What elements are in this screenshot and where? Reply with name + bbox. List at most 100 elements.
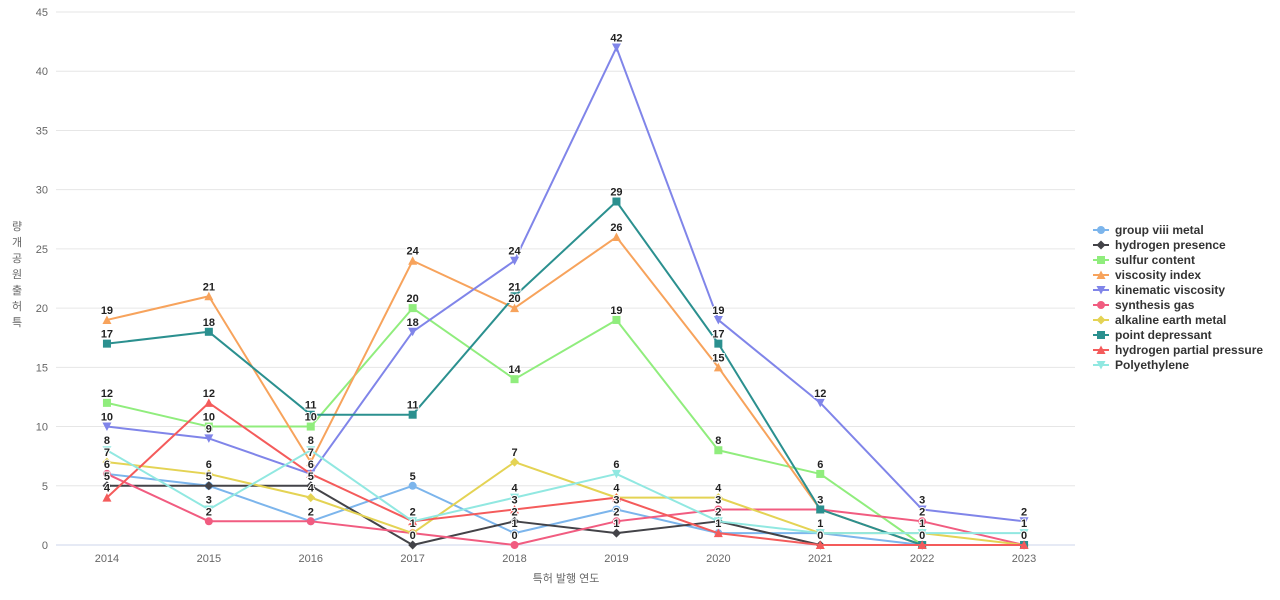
data-point-label: 11: [305, 400, 317, 412]
data-point-marker: [204, 469, 214, 479]
data-point-marker: [408, 327, 418, 337]
data-point-marker: [204, 481, 214, 491]
data-point-label: 6: [613, 459, 619, 471]
legend-item-synthesis-gas[interactable]: synthesis gas: [1093, 298, 1195, 312]
data-point-label: 24: [407, 246, 420, 258]
data-point-label: 2: [1021, 506, 1027, 518]
series-line: [106, 401, 1025, 546]
legend-item-hydrogen-partial-pressure[interactable]: hydrogen partial pressure: [1093, 343, 1263, 357]
data-point-label: 1: [410, 518, 416, 530]
data-point-marker: [306, 481, 316, 491]
x-tick-label: 2015: [197, 553, 221, 565]
y-axis-title-char: 공: [12, 253, 22, 265]
y-tick-label: 15: [36, 362, 48, 374]
data-point-label: 24: [508, 246, 521, 258]
legend-label: point depressant: [1115, 328, 1212, 342]
data-point-marker: [714, 446, 723, 455]
data-point-marker: [611, 469, 621, 479]
data-point-label: 10: [305, 412, 317, 424]
legend-marker-square-icon: [1097, 256, 1105, 264]
data-point-label: 7: [308, 447, 314, 459]
x-tick-label: 2018: [502, 553, 526, 565]
data-point-label: 19: [610, 305, 622, 317]
data-point-label: 12: [101, 388, 113, 400]
data-point-label: 8: [308, 435, 314, 447]
data-point-marker: [510, 256, 520, 266]
data-point-marker: [917, 540, 927, 549]
y-tick-label: 10: [36, 422, 48, 434]
series-line: [106, 484, 1025, 546]
x-tick-label: 2019: [604, 553, 628, 565]
data-point-marker: [917, 529, 927, 538]
data-point-label: 18: [203, 317, 215, 329]
series-kinematic-viscosity: [102, 43, 1029, 526]
data-point-marker: [1019, 517, 1029, 526]
series-line: [106, 473, 1025, 546]
legend-item-point-depressant[interactable]: point depressant: [1093, 328, 1212, 342]
data-point-label: 3: [817, 494, 823, 506]
series-line: [106, 472, 1025, 546]
data-point-label: 17: [101, 329, 113, 341]
data-point-marker: [102, 457, 112, 467]
data-point-label: 1: [511, 518, 517, 530]
data-point-marker: [102, 446, 112, 455]
data-point-label: 4: [613, 483, 620, 495]
data-point-marker: [816, 469, 825, 478]
data-point-marker: [408, 540, 418, 550]
legend-item-hydrogen-presence[interactable]: hydrogen presence: [1093, 238, 1226, 252]
data-point-label: 7: [511, 447, 517, 459]
data-point-marker: [611, 493, 621, 502]
legend-item-viscosity-index[interactable]: viscosity index: [1093, 268, 1201, 282]
data-point-label: 3: [715, 494, 721, 506]
data-point-marker: [612, 505, 621, 514]
data-point-marker: [510, 529, 519, 538]
data-point-marker: [408, 517, 418, 526]
legend-item-sulfur-content[interactable]: sulfur content: [1093, 253, 1195, 267]
data-point-label: 8: [715, 435, 721, 447]
x-axis-title: 특허 발행 연도: [533, 572, 600, 585]
data-point-label: 6: [817, 459, 823, 471]
y-tick-label: 0: [42, 540, 48, 552]
data-point-marker: [611, 43, 621, 53]
legend-label: hydrogen partial pressure: [1115, 343, 1263, 357]
legend-item-kinematic-viscosity[interactable]: kinematic viscosity: [1093, 283, 1225, 297]
data-point-label: 2: [308, 506, 314, 518]
data-point-label: 18: [407, 317, 419, 329]
data-point-label: 4: [511, 483, 518, 495]
data-point-label: 2: [919, 506, 925, 518]
data-point-marker: [713, 493, 723, 503]
data-point-label: 4: [104, 483, 111, 495]
data-point-marker: [713, 315, 723, 325]
data-point-label: 7: [104, 447, 110, 459]
legend-marker-triangle-icon: [1096, 270, 1106, 279]
data-point-label: 19: [101, 305, 113, 317]
data-point-marker: [611, 232, 621, 242]
legend-item-alkaline-earth-metal[interactable]: alkaline earth metal: [1093, 313, 1226, 327]
legend-item-group-viii-metal[interactable]: group viii metal: [1093, 223, 1204, 237]
data-point-label: 5: [206, 471, 212, 483]
legend-marker-circle-icon: [1097, 226, 1105, 234]
legend-marker-diamond-icon: [1096, 240, 1106, 250]
data-point-marker: [714, 505, 723, 514]
data-point-marker: [713, 528, 723, 538]
data-point-marker: [510, 541, 519, 549]
data-point-label: 2: [410, 506, 416, 518]
legend-item-polyethylene[interactable]: Polyethylene: [1093, 358, 1189, 372]
data-point-label: 21: [203, 281, 215, 293]
legend-label: sulfur content: [1115, 253, 1195, 267]
data-point-label: 5: [104, 471, 110, 483]
legend-label: hydrogen presence: [1115, 238, 1226, 252]
data-point-label: 0: [410, 530, 416, 542]
data-point-marker: [204, 398, 214, 407]
data-point-label: 10: [101, 412, 113, 424]
data-point-label: 6: [206, 459, 212, 471]
data-point-marker: [408, 256, 418, 265]
data-point-label: 0: [817, 530, 823, 542]
series-line: [106, 200, 1025, 546]
data-point-marker: [815, 398, 825, 408]
legend-label: synthesis gas: [1115, 298, 1195, 312]
data-point-marker: [204, 327, 213, 336]
data-point-marker: [204, 505, 214, 514]
data-point-marker: [713, 362, 723, 372]
data-point-label: 17: [712, 329, 724, 341]
